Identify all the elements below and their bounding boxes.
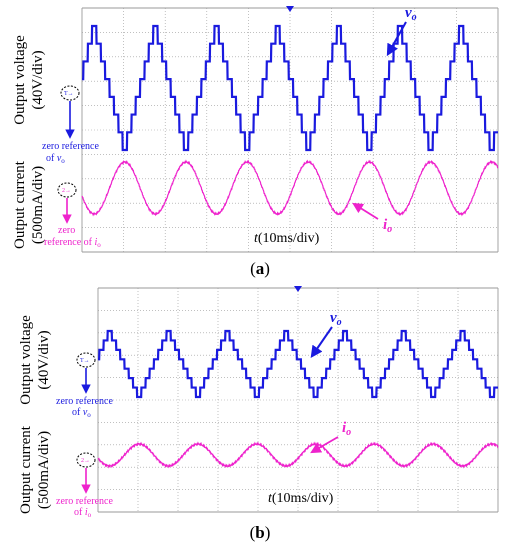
panel-a-io-arrow: [352, 202, 379, 220]
panel-b-voltage-ylabel-div: (40V/div): [36, 330, 52, 389]
panel-b-waveforms: [97, 329, 499, 469]
panel-a-current-zero-marker: [57, 182, 77, 198]
panel-b-current-ylabel-div: (500mA/div): [36, 431, 52, 509]
panel-a-voltage-ylabel: Output voltage: [12, 35, 28, 125]
panel-b-io-series: [97, 441, 499, 469]
panel-a-grid: [81, 6, 499, 253]
panel-a-vo-arrow: [386, 21, 407, 57]
panel-b-vo-label: vo: [330, 310, 342, 328]
panel-b-voltage-zero-label-1: zero reference: [56, 396, 113, 407]
panel-a: Output voltage (40V/div) Output current …: [12, 5, 499, 278]
panel-a-voltage-zero-label-1: zero reference: [42, 141, 99, 152]
panel-a-waveforms: [81, 24, 499, 217]
panel-a-current-zero-label-1: zero: [58, 225, 75, 236]
panel-b-voltage-zero-label-2: of vo: [72, 407, 91, 419]
panel-b-voltage-marker-text: T→: [80, 358, 90, 364]
panel-b-voltage-zero-marker: [76, 352, 96, 368]
panel-a-voltage-zero-marker: [60, 85, 80, 101]
panel-a-voltage-ylabel-div: (40V/div): [30, 50, 46, 109]
panel-a-vo-series: [82, 24, 498, 152]
panel-b-trigger-marker: [294, 286, 302, 292]
panel-b-current-zero-label-2: of io: [74, 507, 92, 519]
panel-a-time-label: t(10ms/div): [254, 231, 320, 246]
panel-a-current-ylabel-div: (500mA/div): [30, 166, 46, 244]
panel-b-current-ylabel: Output current: [18, 425, 34, 514]
panel-b: Output voltage (40V/div) Output current …: [18, 286, 499, 542]
panel-b-caption: (b): [250, 523, 271, 542]
panel-a-current-marker-text: 2→: [62, 188, 71, 194]
panel-a-voltage-marker-text: T→: [64, 91, 74, 97]
panel-a-voltage-zero-label-2: of vo: [46, 153, 65, 165]
panel-b-current-marker-text: 2→: [81, 458, 90, 464]
panel-a-io-series: [81, 159, 499, 217]
panel-a-current-ylabel: Output current: [12, 160, 28, 249]
panel-b-current-zero-marker: [76, 452, 96, 468]
panel-b-io-arrow: [310, 436, 339, 454]
panel-a-caption: (a): [250, 259, 270, 278]
panel-a-vo-label: vo: [405, 5, 417, 23]
panel-b-grid: [97, 286, 499, 513]
panel-b-time-label: t(10ms/div): [268, 491, 334, 506]
panel-a-trigger-marker: [286, 6, 294, 12]
panel-a-current-zero-label-2: reference of io: [44, 237, 101, 249]
panel-b-current-zero-label-1: zero reference: [56, 496, 113, 507]
panel-b-vo-arrow: [310, 326, 333, 358]
panel-b-voltage-ylabel: Output voltage: [18, 315, 34, 405]
panel-a-io-label: io: [383, 217, 392, 235]
panel-b-io-label: io: [342, 420, 351, 438]
panel-b-vo-series: [98, 329, 498, 399]
